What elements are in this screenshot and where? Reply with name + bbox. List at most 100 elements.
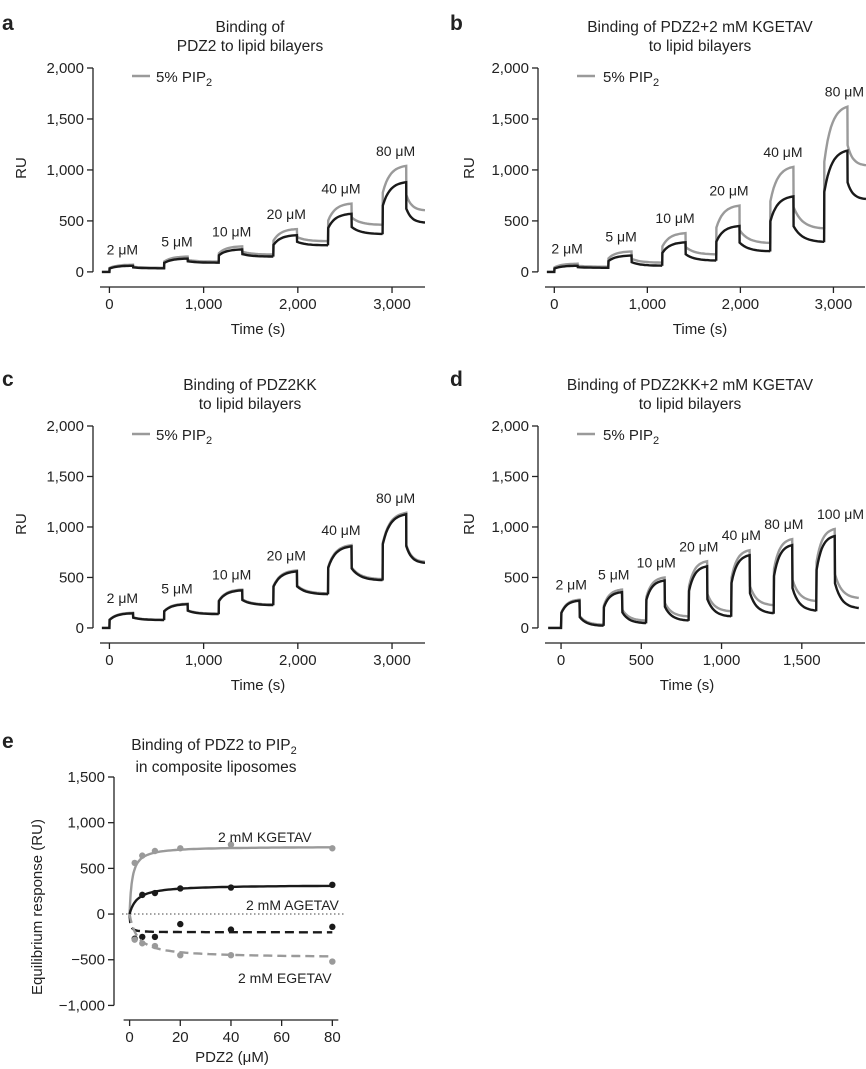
panel-d-y-tick-label: 1,500	[491, 468, 529, 485]
panel-b-legend-label: 5% PIP2	[603, 69, 659, 89]
panel-b-y-tick-label: 1,000	[491, 162, 529, 179]
panel-e-y-tick-label: −500	[71, 952, 105, 969]
panel-b-y-axis-label: RU	[461, 157, 478, 179]
panel-e-series-0-point	[151, 847, 159, 855]
panel-b-concentration-label: 10 μM	[655, 210, 694, 226]
panel-a-legend-label: 5% PIP2	[156, 69, 212, 89]
panel-c-series-pip2-line	[101, 511, 425, 630]
panel-b-y-tick-label: 2,000	[491, 60, 529, 77]
panel-e-series-0-point	[177, 845, 184, 852]
panel-e-series-1-point	[329, 881, 336, 889]
panel-d-concentration-label: 20 μM	[679, 538, 718, 554]
panel-c-concentration-label: 20 μM	[267, 547, 306, 563]
panel-e-x-tick-label: 60	[273, 1029, 290, 1046]
panel-c-concentration-label: 10 μM	[212, 567, 251, 583]
panel-e-series-2-point	[151, 933, 159, 941]
panel-b-series-black-line	[546, 149, 866, 274]
panel-e-y-tick-label: 0	[97, 906, 105, 923]
panel-c-concentration-label: 80 μM	[376, 490, 415, 506]
panel-b-concentration-label: 80 μM	[825, 84, 864, 100]
panel-c-x-axis-label: Time (s)	[231, 677, 285, 694]
panel-c-x-tick-label: 0	[105, 652, 113, 669]
panel-d-y-tick-label: 0	[521, 620, 529, 637]
panel-b-series-pip2-line	[546, 105, 866, 274]
panel-e-series-2-point	[177, 920, 184, 928]
panel-d-legend-label: 5% PIP2	[603, 427, 659, 447]
panel-c-y-axis-label: RU	[13, 513, 30, 535]
panel-d-x-tick-label: 1,500	[783, 652, 821, 669]
panel-c-concentration-label: 40 μM	[321, 522, 360, 538]
panel-e-series-0-point	[131, 859, 138, 867]
panel-c-concentration-label: 2 μM	[107, 590, 138, 606]
panel-a-x-axis-label: Time (s)	[231, 321, 285, 338]
panel-c-title-line-1: Binding of PDZ2KK	[183, 377, 317, 394]
panel-b-chart: b Binding of PDZ2+2 mM KGETAV to lipid b…	[450, 12, 866, 338]
panel-b-x-axis-label: Time (s)	[673, 321, 727, 338]
panel-e-series-3-point	[329, 958, 336, 965]
panel-c-x-tick-label: 2,000	[279, 652, 317, 669]
panel-c-legend-label: 5% PIP2	[156, 427, 212, 447]
panel-a-y-tick-label: 500	[59, 213, 84, 230]
panel-e-series-0-point	[139, 852, 146, 859]
panel-e-series-3-fit-curve	[128, 914, 333, 958]
panel-d-letter: d	[450, 368, 463, 391]
panel-a-concentration-label: 5 μM	[161, 234, 192, 250]
panel-d-series-black-line	[548, 534, 859, 630]
panel-e-series-1-point	[139, 891, 146, 899]
panel-a-letter: a	[2, 12, 14, 35]
panel-d-concentration-label: 40 μM	[722, 527, 761, 543]
panel-a-y-tick-label: 1,500	[46, 111, 84, 128]
panel-e-curve-label: 2 mM AGETAV	[246, 897, 339, 913]
panel-a-x-tick-label: 1,000	[185, 296, 223, 313]
panel-d-concentration-label: 5 μM	[598, 567, 629, 583]
panel-a-title-line-1: Binding of	[216, 19, 286, 36]
panel-a-chart: a Binding of PDZ2 to lipid bilayers 5% P…	[2, 12, 425, 338]
panel-e-title-line-1: Binding of PDZ2 to PIP2	[131, 737, 297, 757]
panel-e-y-axis-label: Equilibrium response (RU)	[29, 819, 46, 995]
panel-c-letter: c	[2, 368, 14, 391]
panel-b-y-tick-label: 0	[521, 264, 529, 281]
panel-b-concentration-label: 2 μM	[551, 241, 582, 257]
panel-e-x-tick-label: 80	[324, 1029, 341, 1046]
panel-e-series-2-point	[227, 926, 235, 933]
panel-d-y-axis-label: RU	[461, 513, 478, 535]
panel-d-y-tick-label: 2,000	[491, 418, 529, 435]
panel-e-series-3-point	[139, 940, 146, 947]
panel-d-concentration-label: 80 μM	[764, 516, 803, 532]
panel-c-y-tick-label: 1,000	[46, 519, 84, 536]
panel-b-concentration-label: 20 μM	[709, 183, 748, 199]
panel-a-title-line-2: PDZ2 to lipid bilayers	[177, 38, 324, 55]
panel-d-x-tick-label: 0	[557, 652, 565, 669]
panel-e-x-tick-label: 20	[172, 1029, 189, 1046]
panel-e-series-3-point	[227, 951, 235, 959]
panel-e-series-3-point	[177, 951, 184, 959]
panel-d-y-tick-label: 1,000	[491, 519, 529, 536]
panel-b-x-tick-label: 1,000	[629, 296, 667, 313]
panel-c-y-tick-label: 0	[76, 620, 84, 637]
panel-e-chart: e Binding of PDZ2 to PIP2 in composite l…	[2, 730, 345, 1066]
panel-a-y-tick-label: 2,000	[46, 60, 84, 77]
panel-e-x-tick-label: 0	[125, 1029, 133, 1046]
panel-c-y-tick-label: 2,000	[46, 418, 84, 435]
panel-c-y-tick-label: 1,500	[46, 468, 84, 485]
panel-a-concentration-label: 40 μM	[321, 181, 360, 197]
panel-d-x-axis-label: Time (s)	[660, 677, 714, 694]
panel-e-y-tick-label: 1,500	[67, 769, 105, 786]
panel-d-concentration-label: 10 μM	[637, 554, 676, 570]
panel-a-y-tick-label: 0	[76, 264, 84, 281]
panel-d-chart: d Binding of PDZ2KK+2 mM KGETAV to lipid…	[450, 368, 865, 694]
panel-a-y-axis-label: RU	[13, 157, 30, 179]
panel-e-y-tick-label: 500	[80, 860, 105, 877]
panel-a-x-tick-label: 3,000	[373, 296, 411, 313]
panel-a-concentration-label: 80 μM	[376, 143, 415, 159]
panel-c-series-black-line	[101, 512, 425, 630]
panel-b-x-tick-label: 3,000	[815, 296, 853, 313]
panel-d-title-line-1: Binding of PDZ2KK+2 mM KGETAV	[567, 377, 814, 394]
panel-a-y-tick-label: 1,000	[46, 162, 84, 179]
panel-e-series-0-point	[227, 841, 235, 848]
panel-d-concentration-label: 2 μM	[555, 577, 586, 593]
panel-a-concentration-label: 20 μM	[267, 206, 306, 222]
panel-a-series-black-line	[101, 180, 425, 274]
panel-a-concentration-label: 10 μM	[212, 223, 251, 239]
